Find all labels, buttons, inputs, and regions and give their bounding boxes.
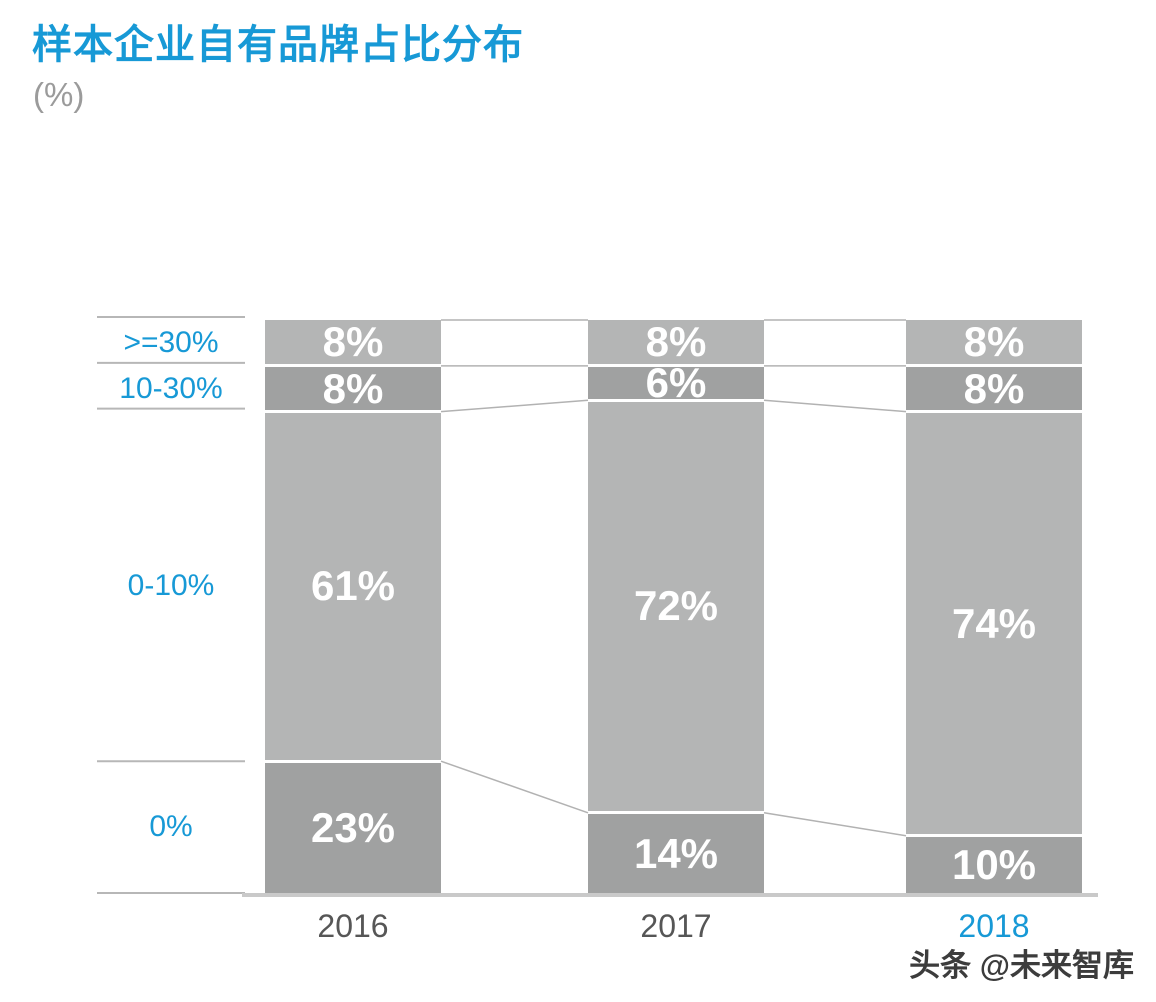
watermark-text: 头条 @未来智库 — [909, 948, 1134, 983]
segment-value-label: 8% — [322, 318, 384, 366]
bar-segment-2017-0%: 14% — [588, 814, 764, 893]
chart-unit-label: (%) — [33, 76, 85, 113]
segment-value-label: 61% — [310, 562, 396, 610]
segment-value-label: 6% — [645, 359, 707, 407]
segment-value-label: 72% — [633, 582, 719, 630]
bar-segment-2017-0-10%: 72% — [588, 401, 764, 812]
segment-value-label: 74% — [951, 599, 1037, 647]
segment-value-label: 14% — [633, 829, 719, 877]
bar-segment-2016->=30%: 8% — [265, 318, 441, 366]
bar-segment-2018-0-10%: 74% — [906, 413, 1082, 835]
bar-segment-2016-0%: 23% — [265, 762, 441, 893]
bar-segment-2018->=30%: 8% — [906, 318, 1082, 366]
band-label-1: >=30% — [123, 325, 219, 359]
segment-value-label: 10% — [951, 841, 1037, 889]
band-label-4: 0% — [149, 810, 193, 844]
bar-segment-2016-10-30%: 8% — [265, 364, 441, 412]
bar-segment-2017->=30%: 8% — [588, 318, 764, 366]
bar-segment-2016-0-10%: 61% — [265, 413, 441, 760]
x-axis-label-2016: 2016 — [317, 908, 389, 944]
bar-segment-2018-0%: 10% — [906, 837, 1082, 893]
segment-value-label: 8% — [322, 364, 384, 412]
segment-value-label: 8% — [645, 318, 707, 366]
segment-value-label: 23% — [310, 803, 396, 851]
segment-value-label: 8% — [963, 318, 1025, 366]
bar-segment-2018-10-30%: 8% — [906, 364, 1082, 412]
segment-value-label: 8% — [963, 364, 1025, 412]
x-axis-label-2017: 2017 — [640, 908, 712, 944]
band-label-2: 10-30% — [119, 371, 223, 405]
chart-title: 样本企业自有品牌占比分布 — [32, 23, 524, 67]
band-label-3: 0-10% — [127, 569, 215, 603]
bar-segment-2017-10-30%: 6% — [588, 362, 764, 404]
x-axis-label-2018: 2018 — [958, 908, 1030, 944]
